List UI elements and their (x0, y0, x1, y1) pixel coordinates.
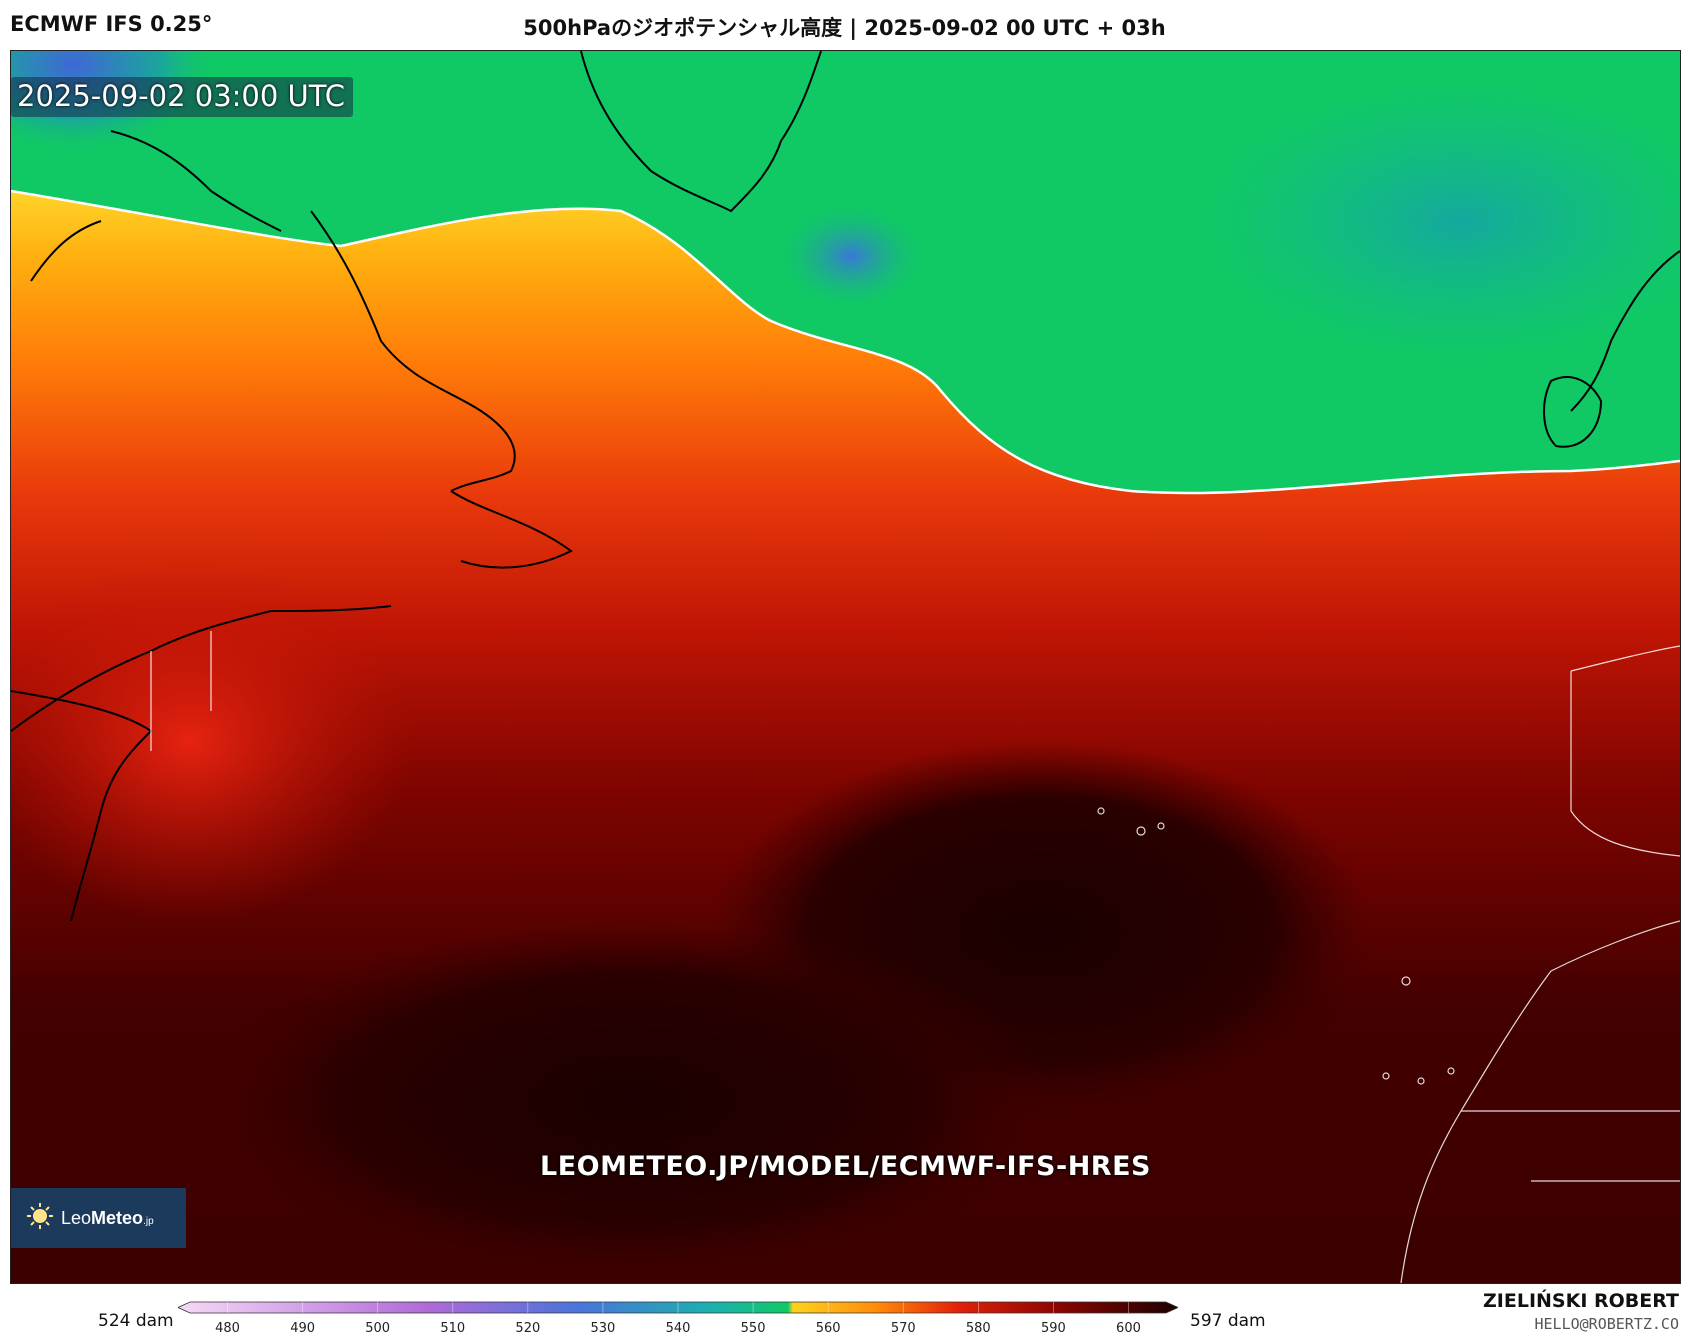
ridge-core-south (211, 921, 1051, 1281)
colorbar-tick-label: 490 (290, 1321, 315, 1336)
colorbar-tick-label: 560 (816, 1321, 841, 1336)
colorbar-min-label: 524 dam (98, 1311, 174, 1331)
colorbar-tick-label: 500 (365, 1321, 390, 1336)
chart-title: 500hPaのジオポテンシャル高度 | 2025-09-02 00 UTC + … (523, 16, 1166, 40)
colorbar-ticks: 480 490 500 510 520 530 540 550 560 570 580 590 600 (215, 1302, 1141, 1336)
cold-spot-greenland (781, 206, 921, 306)
colorbar-tick-label: 600 (1116, 1321, 1141, 1336)
st-lawrence-coast (11, 605, 392, 732)
colorbar-max-label: 597 dam (1190, 1311, 1266, 1331)
colorbar-tick-label: 530 (591, 1321, 616, 1336)
map-field (11, 51, 1680, 1283)
azores-island (1136, 826, 1146, 836)
red-area-us-east (11, 561, 411, 921)
author-email: HELLO@ROBERTZ.CO (1534, 1315, 1680, 1333)
sun-icon (25, 1201, 55, 1235)
logo-wordmark: LeoMeteo.jp (61, 1207, 154, 1228)
author-name: ZIELIŃSKI ROBERT (1483, 1290, 1679, 1312)
greenland-coast (580, 51, 822, 213)
labrador-coast (30, 130, 282, 282)
newfoundland-coast (310, 210, 516, 492)
madeira-island (1401, 976, 1411, 986)
canary-island (1382, 1072, 1390, 1080)
colorbar-tick-label: 540 (666, 1321, 691, 1336)
colorbar-tick-label: 510 (440, 1321, 465, 1336)
valid-time-badge: 2025-09-02 03:00 UTC (11, 77, 354, 117)
contour-552-line (11, 189, 1680, 495)
colorbar-tick-label: 550 (741, 1321, 766, 1336)
coastlines (11, 51, 1680, 922)
british-isles-coast (1570, 250, 1680, 412)
us-east-coast (11, 690, 153, 922)
african-borders (1461, 1110, 1680, 1182)
colorbar: 480 490 500 510 520 530 540 550 560 570 580 590 600 (178, 1301, 1178, 1336)
geopotential-map: 2025-09-02 03:00 UTC LEOMETEO.JP/MODEL/E… (10, 50, 1681, 1284)
borders (150, 631, 1680, 1283)
us-canada-borders (150, 631, 212, 751)
colorbar-tick-label: 480 (215, 1321, 240, 1336)
colorbar-tick-label: 580 (966, 1321, 991, 1336)
colorbar-tick-label: 590 (1041, 1321, 1066, 1336)
nova-scotia-coast (450, 490, 573, 569)
ireland-coast (1543, 376, 1603, 448)
source-url-watermark: LEOMETEO.JP/MODEL/ECMWF-IFS-HRES (540, 1151, 1151, 1182)
leometeo-logo: LeoMeteo.jp (11, 1188, 186, 1248)
colorbar-tick-label: 520 (515, 1321, 540, 1336)
morocco-outline (1400, 920, 1680, 1283)
iberia-outline (1570, 645, 1680, 857)
colorbar-tick-label: 570 (891, 1321, 916, 1336)
model-name: ECMWF IFS 0.25° (10, 12, 213, 36)
teal-area-ne (1201, 81, 1680, 361)
